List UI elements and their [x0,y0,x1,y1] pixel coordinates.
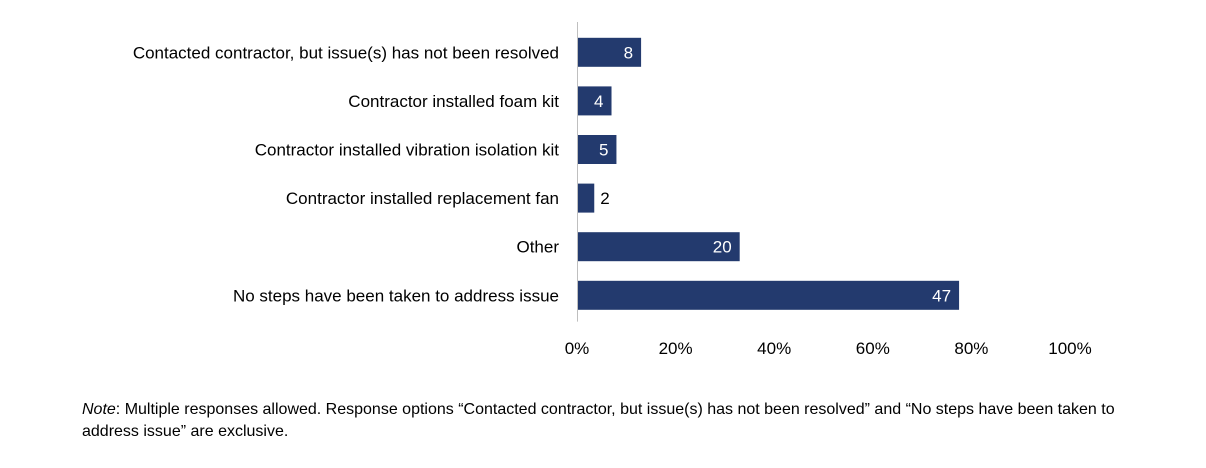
bar-value-label: 20 [713,238,732,257]
bar [577,135,617,164]
x-tick-label: 80% [954,339,988,358]
bars-group: Contacted contractor, but issue(s) has n… [133,37,960,310]
note-text: : Multiple responses allowed. Response o… [82,401,1115,440]
bar [577,232,740,262]
bar-chart: Contacted contractor, but issue(s) has n… [133,22,1092,358]
category-label: Contractor installed foam kit [348,92,559,111]
category-label: Contractor installed vibration isolation… [255,141,560,160]
x-tick-label: 100% [1048,339,1091,358]
category-label: Other [516,238,559,257]
note-prefix: Note [82,401,116,418]
bar-value-label: 47 [932,286,951,305]
bar [577,280,960,310]
category-label: No steps have been taken to address issu… [233,286,559,305]
x-tick-label: 20% [659,339,693,358]
category-label: Contractor installed replacement fan [286,189,559,208]
x-axis-ticks: 0% 20% 40% 60% 80% 100% [565,339,1092,358]
bar [577,183,595,213]
bar-value-label: 5 [599,141,608,160]
bar [577,86,612,116]
x-tick-label: 60% [856,339,890,358]
bar-value-label: 4 [594,92,603,111]
x-tick-label: 0% [565,339,590,358]
chart-note: Note: Multiple responses allowed. Respon… [82,399,1162,443]
x-tick-label: 40% [757,339,791,358]
bar [577,37,642,67]
bar-value-label: 8 [624,43,633,62]
category-label: Contacted contractor, but issue(s) has n… [133,43,559,62]
bar-value-label: 2 [600,189,609,208]
